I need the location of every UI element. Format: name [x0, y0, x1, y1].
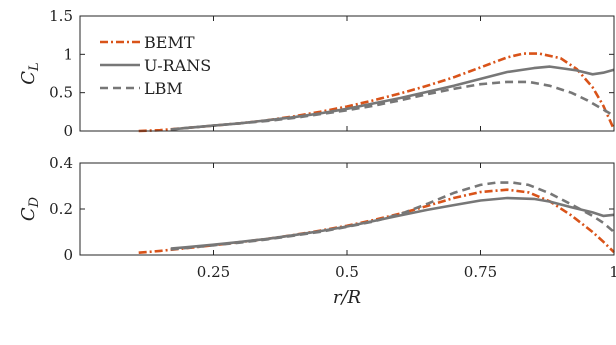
y-tick-label: 0.5 [49, 84, 73, 102]
legend-label-bemt: BEMT [144, 33, 195, 52]
legend-label-u-rans: U-RANS [144, 56, 211, 75]
series-line-bemt [138, 52, 616, 133]
series-line-u-rans [170, 65, 615, 131]
y-tick-label: 0.2 [49, 200, 73, 218]
y-tick-label: 0 [63, 246, 73, 264]
x-axis-label: r/R [333, 287, 361, 308]
axes-frame [79, 162, 615, 256]
y-tick-label: 0 [63, 122, 73, 140]
y-tick-label: 0.4 [49, 154, 73, 172]
x-tick-label: 0.75 [464, 263, 497, 281]
legend: BEMT U-RANS LBM [100, 33, 211, 98]
x-tick-label: 1 [609, 263, 616, 281]
legend-label-lbm: LBM [144, 79, 183, 98]
panel-cl: 0 0.5 1 1.5 CL BEMT U-RANS LBM [18, 7, 616, 140]
y-tick-label: 1 [63, 45, 73, 63]
y-tick-label: 1.5 [49, 7, 73, 25]
y-axis-label: CD [18, 196, 42, 221]
x-tick-label: 0.25 [197, 263, 230, 281]
y-axis-label: CL [18, 62, 42, 84]
x-tick-label: 0.5 [335, 263, 359, 281]
panel-cd: 0 0.2 0.4 0.25 0.5 0.75 1 CD r/R [18, 154, 616, 308]
series-line-lbm [170, 181, 615, 251]
series-line-u-rans [170, 196, 615, 250]
series-line-lbm [170, 80, 615, 131]
